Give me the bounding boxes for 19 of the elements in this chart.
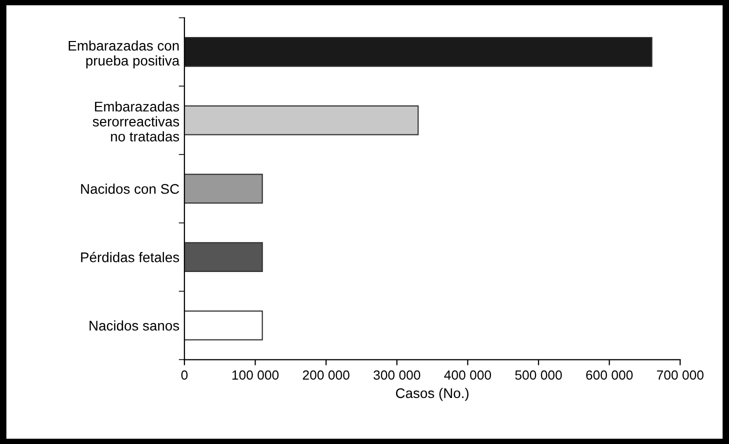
x-tick-label: 700 000 bbox=[656, 370, 704, 380]
y-tick-label: Pérdidas fetales bbox=[81, 252, 180, 262]
x-tick-label: 500 000 bbox=[515, 370, 562, 380]
y-tick-label: Embarazadas con prueba positiva bbox=[68, 40, 180, 68]
x-axis-title: Casos (No.) bbox=[396, 388, 468, 401]
x-tick-label: 100 000 bbox=[232, 370, 279, 380]
y-tick-label: Nacidos con SC bbox=[81, 184, 180, 194]
x-tick-label: 0 bbox=[181, 370, 188, 380]
bar bbox=[184, 242, 263, 272]
x-tick-label: 400 000 bbox=[444, 370, 492, 380]
y-tick-label: Nacidos sanos bbox=[90, 320, 180, 331]
bar bbox=[184, 37, 652, 67]
x-tick-label: 600 000 bbox=[586, 370, 633, 380]
y-tick-label: Embarazadas serorreactivas no tratadas bbox=[92, 101, 180, 142]
bar bbox=[184, 105, 419, 136]
x-tick-label: 200 000 bbox=[302, 370, 350, 380]
bar bbox=[184, 310, 263, 340]
x-tick-label: 300 000 bbox=[374, 370, 420, 380]
bar bbox=[184, 174, 263, 204]
